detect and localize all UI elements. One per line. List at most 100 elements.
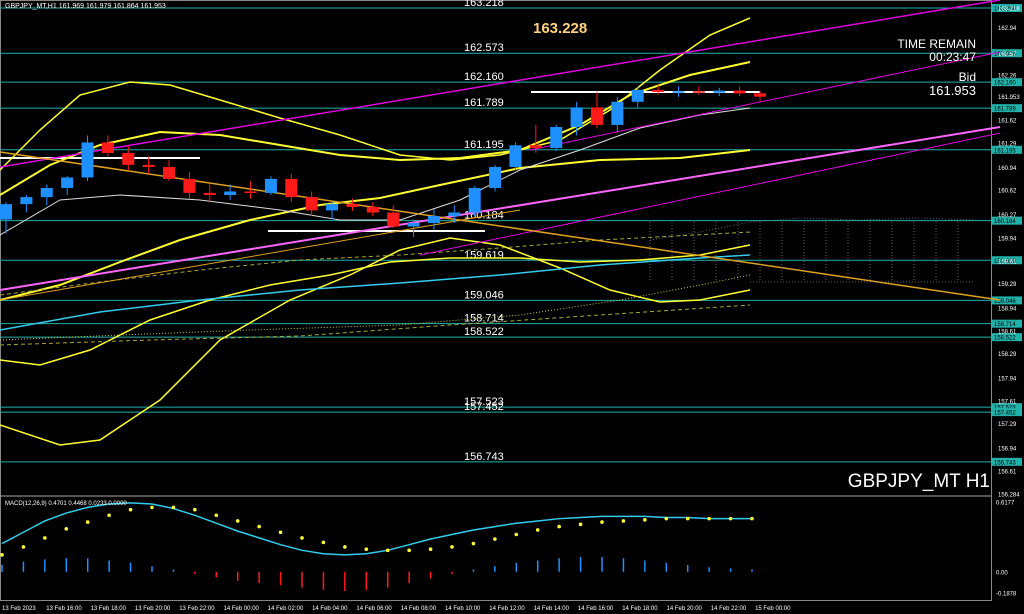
candle-body [489, 166, 502, 188]
y-tick-label: 162.57 [998, 52, 1017, 58]
candle-body [203, 192, 216, 195]
macd-signal-dot [535, 528, 540, 532]
candle-body [81, 142, 94, 178]
candle [285, 173, 298, 203]
time-remain-panel: TIME REMAIN 00:23:47 Bid 161.953 [897, 38, 976, 98]
macd-signal-dot [578, 522, 583, 527]
y-tick-label: 163.218 [998, 7, 1020, 13]
level-axis-tag [992, 457, 1022, 466]
candle-body [346, 204, 359, 207]
level-axis-label: 163.218 [994, 7, 1016, 13]
y-tick-label: 157.29 [998, 422, 1017, 428]
macd-signal-dot [150, 505, 154, 510]
y-tick-label: 156.61 [998, 470, 1017, 476]
olive-ma-lower [0, 304, 751, 346]
highlight-price: 163.228 [533, 20, 588, 37]
x-tick-label: 15 Feb 00:00 [755, 606, 791, 612]
x-tick-label: 14 Feb 10:00 [445, 606, 481, 612]
level-axis-label: 161.195 [994, 148, 1016, 154]
y-tick-label: 161.953 [998, 95, 1020, 101]
macd-signal-dot [557, 524, 561, 529]
level-axis-tag [992, 319, 1022, 328]
candle [672, 86, 685, 97]
macd-signal-dot [278, 530, 283, 535]
y-tick-label: 157.61 [998, 400, 1017, 406]
candle-body [20, 197, 33, 205]
macd-signal-dot [128, 507, 133, 512]
candle-body [509, 145, 522, 167]
candle-body [672, 91, 685, 93]
macd-signal-dot [0, 553, 4, 557]
candle [81, 135, 94, 181]
magenta-trendline-lower [0, 126, 1001, 291]
y-tick-label: 160.94 [998, 166, 1017, 172]
level-axis-tag [992, 4, 1022, 12]
x-tick-label: 14 Feb 20:00 [667, 606, 703, 612]
candle [550, 124, 563, 151]
macd-signal-dot [85, 520, 90, 524]
magenta-channel-line [529, 51, 1001, 151]
y-tick-label: 156.284 [998, 493, 1020, 499]
candle-body [163, 166, 176, 179]
macd-signal-dot [43, 536, 47, 540]
candle [713, 87, 726, 97]
y-tick-label: 159.61 [998, 259, 1017, 265]
magenta-trendline [0, 0, 1001, 168]
candle-body [61, 177, 74, 188]
macd-signal-dot [621, 519, 626, 523]
candle [142, 156, 155, 174]
candle-body [448, 212, 461, 217]
macd-line [1, 502, 752, 556]
candle-body [0, 204, 12, 220]
macd-signal-dot [685, 516, 690, 521]
bollinger-lower [0, 237, 751, 446]
candle-body [326, 204, 339, 211]
y-tick-label: 158.94 [998, 306, 1017, 312]
dotted-ma [0, 274, 751, 341]
macd-signal-dot [321, 540, 326, 545]
macd-signal-dot [300, 536, 304, 540]
y-tick-label: 159.29 [998, 282, 1017, 288]
macd-title: MACD(12,26,9) [5, 501, 47, 507]
candle-body [142, 164, 155, 167]
level-axis-tag [992, 78, 1022, 87]
candle [509, 142, 522, 171]
candle-body [754, 93, 766, 97]
cloud-box [649, 222, 959, 282]
level-axis-tag [992, 408, 1022, 417]
macd-signal-dot [193, 507, 197, 512]
macd-signal-dot [728, 516, 733, 521]
level-label: 158.714 [464, 313, 504, 325]
macd-signal-dot [493, 537, 497, 541]
candle [305, 191, 318, 217]
candle-body [692, 91, 705, 93]
x-tick-label: 14 Feb 06:00 [356, 606, 392, 612]
macd-signal-dot [257, 524, 261, 529]
macd-signal-dot [428, 547, 433, 551]
candle [224, 184, 237, 200]
level-axis-tag [992, 145, 1022, 154]
candle [203, 184, 216, 203]
candle [733, 86, 746, 97]
x-tick-label: 14 Feb 04:00 [312, 606, 348, 612]
level-axis-label: 159.619 [994, 259, 1016, 265]
candle [387, 205, 400, 228]
candle [20, 194, 33, 213]
candle [244, 180, 257, 199]
macd-signal-dot [707, 516, 711, 521]
y-tick-label: 161.29 [998, 142, 1017, 148]
candle [427, 209, 440, 231]
candle [122, 145, 135, 171]
magenta-channel-line [419, 132, 1001, 256]
y-tick-label: 158.61 [998, 329, 1017, 335]
x-tick-label: 13 Feb 20:00 [135, 606, 171, 612]
y-tick-label: 162.94 [998, 26, 1017, 32]
moving-average-yellow [0, 149, 751, 301]
candle-body [570, 107, 583, 128]
candle [611, 96, 624, 132]
orange-trendline [0, 209, 521, 301]
level-label: 161.789 [464, 97, 504, 109]
y-tick-label: 160.27 [998, 213, 1017, 219]
